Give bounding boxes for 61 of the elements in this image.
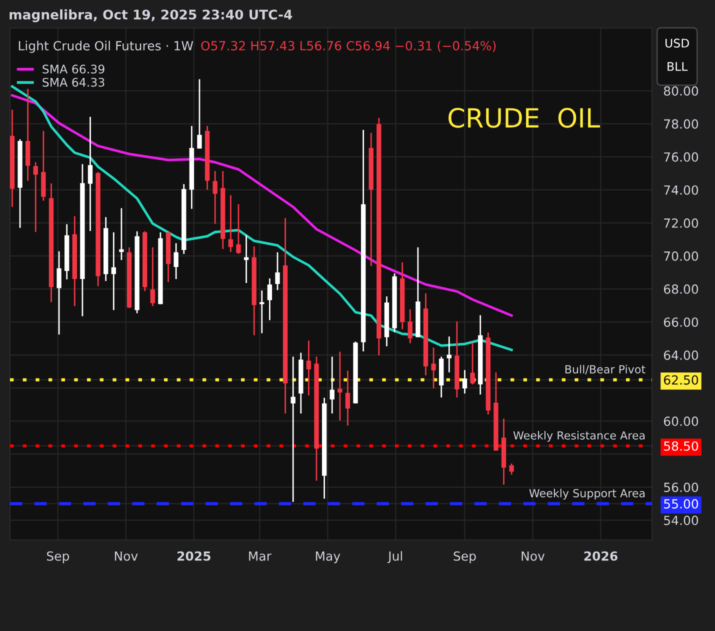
legend-label: SMA 66.39 (42, 64, 104, 74)
y-tick-label: 60.00 (664, 416, 698, 426)
ref-line-label: Bull/Bear Pivot (565, 364, 646, 374)
candlestick (306, 340, 312, 396)
candlestick (275, 252, 280, 291)
x-tick-label: Mar (249, 551, 272, 561)
candlestick (212, 170, 218, 225)
y-tick-label: 56.00 (664, 482, 698, 492)
candlestick (338, 351, 342, 422)
candlestick (244, 234, 249, 284)
candlestick (119, 207, 124, 261)
y-tick-label: 78.00 (664, 119, 698, 129)
candlestick (462, 369, 468, 394)
candlestick (197, 78, 202, 150)
y-tick-label: 68.00 (664, 284, 698, 294)
x-tick-label: Nov (114, 551, 138, 561)
x-tick-label: May (316, 551, 340, 564)
candlestick (408, 308, 412, 344)
text: Light Crude Oil Futures · 1W (18, 40, 194, 53)
candlestick (56, 250, 62, 336)
y-tick-label: 55.00 (664, 499, 698, 509)
y-tick-label: 70.00 (664, 251, 698, 261)
candlestick (111, 232, 116, 311)
y-tick-label: 76.00 (664, 152, 698, 162)
x-tick-label: 2025 (178, 551, 210, 561)
y-tick-label: 74.00 (664, 185, 698, 195)
x-tick-label: Sep (454, 551, 476, 564)
candlestick (174, 242, 178, 280)
candlestick (290, 356, 296, 503)
text: O57.32 H57.43 L56.76 C56.94 −0.31 (−0.54%) (201, 40, 496, 52)
candlestick (150, 246, 156, 307)
legend-label: SMA 64.33 (42, 78, 104, 87)
y-tick-label: 54.00 (664, 516, 698, 526)
candlestick (345, 370, 350, 426)
candlestick (330, 356, 334, 414)
candlestick (470, 342, 475, 386)
candlestick (88, 116, 93, 232)
text: BLL (668, 62, 688, 71)
candlestick (260, 290, 264, 334)
candlestick (236, 204, 241, 255)
x-tick-label: Jul (387, 551, 402, 564)
text: USD (666, 38, 690, 48)
y-tick-label: 64.00 (664, 350, 698, 360)
ref-line-label: Weekly Resistance Area (513, 430, 645, 442)
y-tick-label: 66.00 (664, 317, 698, 327)
x-tick-label: Sep (46, 551, 70, 564)
candlestick (33, 162, 38, 233)
x-tick-label: 2026 (584, 551, 618, 561)
text: magnelibra, Oct 19, 2025 23:40 UTC-4 (10, 9, 292, 22)
candlestick (509, 462, 514, 476)
candlestick (431, 346, 436, 390)
y-tick-label: 58.50 (664, 441, 698, 451)
candlestick (267, 278, 272, 321)
ref-line-label: Weekly Support Area (529, 488, 645, 500)
annotation: CRUDE OIL (448, 108, 600, 128)
candlestick (228, 194, 234, 253)
y-tick-label: 80.00 (664, 86, 698, 96)
y-tick-label: 62.50 (664, 375, 698, 385)
x-tick-label: Nov (522, 551, 545, 561)
candlestick (446, 336, 452, 374)
y-tick-label: 72.00 (664, 218, 698, 228)
